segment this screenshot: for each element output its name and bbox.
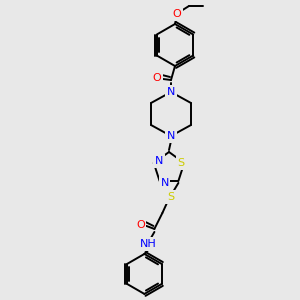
Text: O: O <box>172 9 182 19</box>
Text: O: O <box>136 220 145 230</box>
Text: NH: NH <box>140 239 157 249</box>
Text: S: S <box>178 158 185 168</box>
Text: N: N <box>167 87 175 97</box>
Text: O: O <box>153 73 161 83</box>
Text: S: S <box>167 192 174 202</box>
Text: N: N <box>154 156 163 166</box>
Text: N: N <box>167 131 175 141</box>
Text: N: N <box>160 178 169 188</box>
